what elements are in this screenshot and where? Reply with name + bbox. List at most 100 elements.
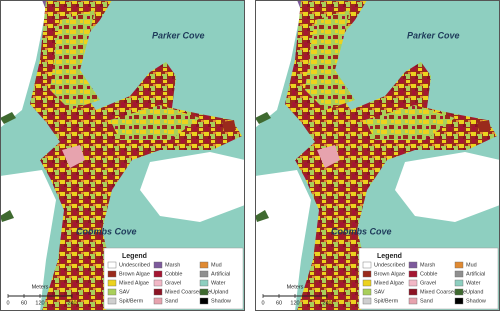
legend-swatch [153,270,163,278]
legend-label: Mixed Algae [119,280,149,286]
legend-swatch [153,288,163,296]
legend-box [358,247,499,310]
scale-label: 0 [261,300,264,306]
legend-swatch [107,270,117,278]
scale-label: 240 [67,300,76,306]
legend-box [103,247,244,310]
legend-swatch [408,297,418,305]
legend-label: Water [211,280,226,286]
legend-swatch [199,261,209,269]
legend-swatch [153,279,163,287]
legend-swatch [454,261,464,269]
legend-swatch [408,279,418,287]
land [255,170,311,311]
place-label: Coombs Cove [331,226,392,236]
legend-label: Upland [466,289,483,295]
legend-label: Gravel [165,280,181,286]
legend-label: Marsh [165,262,180,268]
island [140,152,245,222]
habitat [365,105,455,140]
legend-label: Mixed Coarse/Fine [420,289,466,295]
legend-label: Artificial [466,271,485,277]
legend-swatch [199,279,209,287]
legend-swatch [107,279,117,287]
legend-swatch [362,297,372,305]
land [255,0,303,128]
mud-patch [255,112,271,124]
legend-swatch [454,297,464,305]
island [395,152,500,222]
scale-unit: Meters [32,284,49,290]
habitat [50,10,100,110]
scale-label: 120 [290,300,299,306]
map-panel: Parker Cove Coombs Cove Legend Undescribed B… [255,0,500,311]
legend-label: Undescribed [374,262,405,268]
legend-swatch [153,297,163,305]
habitat [285,0,497,311]
legend-label: Mud [211,262,222,268]
land [0,170,56,311]
place-label: Parker Cove [407,30,460,40]
legend-label: Brown Algae [119,271,150,277]
legend-label: Brown Algae [374,271,405,277]
legend-swatch [362,261,372,269]
place-label: Parker Cove [152,30,205,40]
legend-title: Legend [122,253,147,260]
scale-label: 0 [6,300,9,306]
legend-label: Mud [466,262,477,268]
scale-label: 60 [276,300,282,306]
legend-swatch [408,261,418,269]
legend-label: Mixed Coarse/Fine [165,289,211,295]
legend-label: Spit/Berm [374,298,399,304]
legend-label: Shadow [211,298,231,304]
legend-swatch [454,270,464,278]
mud-patch [0,210,14,222]
scale-label: 60 [21,300,27,306]
legend-swatch [408,270,418,278]
legend-label: Cobble [420,271,437,277]
legend-label: Water [466,280,481,286]
legend-label: Cobble [165,271,182,277]
scale-label: 120 [35,300,44,306]
legend-swatch [107,297,117,305]
legend-swatch [362,270,372,278]
legend-label: Upland [211,289,228,295]
legend-swatch [199,297,209,305]
legend-label: SAV [374,289,385,295]
legend-title: Legend [377,253,402,260]
legend-label: Artificial [211,271,230,277]
mud-patch [222,120,236,132]
habitat [305,10,355,110]
mud-patch [255,210,269,222]
habitat [110,105,200,140]
legend-label: Gravel [420,280,436,286]
legend-label: Undescribed [119,262,150,268]
legend-swatch [408,288,418,296]
legend-swatch [199,270,209,278]
legend-label: Shadow [466,298,486,304]
legend-swatch [107,288,117,296]
legend-swatch [362,288,372,296]
legend-label: Mixed Algae [374,280,404,286]
scale-unit: Meters [287,284,304,290]
legend-label: Sand [420,298,433,304]
map-panel: Parker Cove Coombs Cove Legend Undescribed B… [0,0,245,311]
legend-label: Marsh [420,262,435,268]
legend-swatch [153,261,163,269]
legend-swatch [107,261,117,269]
legend-swatch [454,279,464,287]
sand [317,145,340,168]
scale-label: 240 [322,300,331,306]
legend-swatch [454,288,464,296]
land [0,0,48,128]
legend-label: SAV [119,289,130,295]
sand [62,145,85,168]
legend-swatch [199,288,209,296]
place-label: Coombs Cove [76,226,137,236]
legend-label: Sand [165,298,178,304]
legend-label: Spit/Berm [119,298,144,304]
habitat [30,0,242,311]
mud-patch [0,112,16,124]
mud-patch [477,120,491,132]
